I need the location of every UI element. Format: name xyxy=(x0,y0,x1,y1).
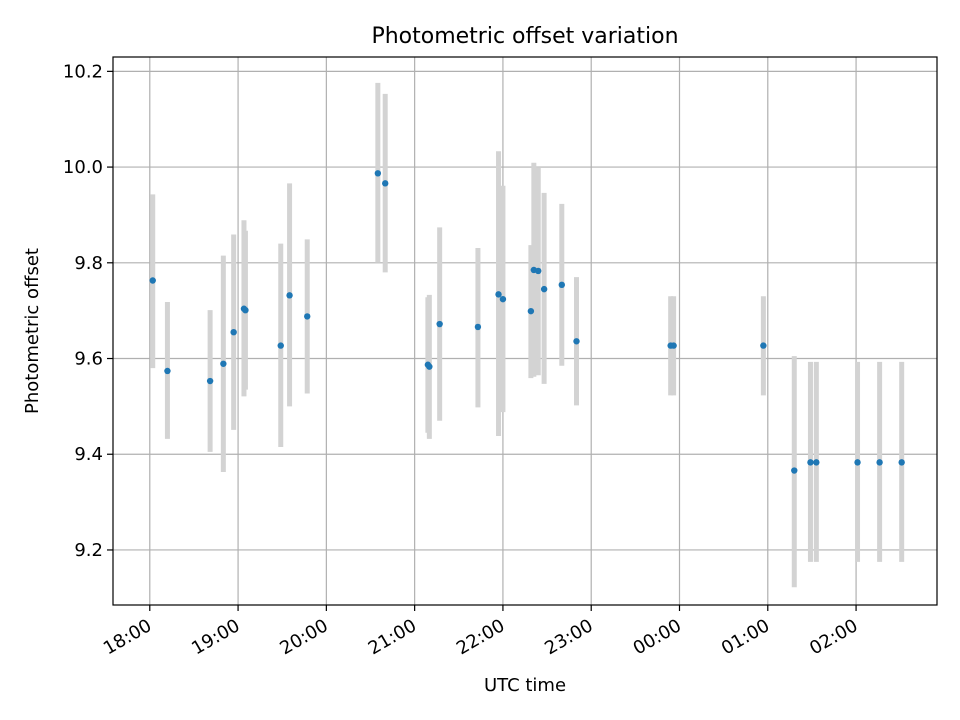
data-point xyxy=(540,285,548,293)
data-point xyxy=(220,360,227,367)
data-point xyxy=(573,338,580,345)
data-point xyxy=(206,377,214,385)
data-point xyxy=(535,267,542,275)
x-tick-label: 00:00 xyxy=(630,615,685,659)
data-point xyxy=(436,320,443,328)
plot-frame xyxy=(112,56,938,606)
data-point xyxy=(426,363,433,370)
y-tick-label: 9.4 xyxy=(74,444,103,465)
tick-layer: 18:00 19:00 20:00 21:00 22:00 23:00 00:00 01:00… xyxy=(63,61,862,659)
data-point xyxy=(242,306,249,314)
y-tick-label: 9.2 xyxy=(74,540,103,561)
data-point xyxy=(791,467,798,474)
y-tick-label: 10.2 xyxy=(63,61,103,82)
data-point xyxy=(495,291,502,298)
x-tick-label: 22:00 xyxy=(453,615,508,659)
data-point xyxy=(760,342,767,349)
data-point xyxy=(499,295,507,303)
x-tick-label: 20:00 xyxy=(276,615,331,659)
x-tick-label: 01:00 xyxy=(718,615,773,659)
x-tick-label: 21:00 xyxy=(365,615,420,659)
chart-title: Photometric offset variation xyxy=(371,24,678,49)
data-point xyxy=(286,292,293,299)
data-point xyxy=(474,323,482,331)
data-point xyxy=(304,313,311,320)
x-tick-label: 18:00 xyxy=(100,615,155,659)
data-point xyxy=(807,459,814,466)
data-point xyxy=(164,367,171,375)
data-point xyxy=(527,307,535,315)
data-point xyxy=(374,170,382,177)
x-axis-label: UTC time xyxy=(484,675,566,696)
data-point xyxy=(149,277,156,284)
data-point xyxy=(382,180,389,187)
x-tick-label: 19:00 xyxy=(188,615,243,659)
data-point xyxy=(876,459,883,466)
data-point xyxy=(898,459,905,466)
y-axis-label: Photometric offset xyxy=(22,248,43,414)
data-point xyxy=(558,281,565,289)
x-tick-label: 02:00 xyxy=(806,615,861,659)
data-point xyxy=(230,328,237,336)
data-point xyxy=(277,342,284,349)
data-point xyxy=(813,459,820,466)
x-tick-label: 23:00 xyxy=(541,615,596,659)
y-tick-label: 9.8 xyxy=(74,253,103,274)
point-layer xyxy=(149,170,905,474)
y-tick-label: 10.0 xyxy=(63,157,103,178)
errorbar-layer xyxy=(150,82,905,588)
y-tick-label: 9.6 xyxy=(74,349,103,370)
data-point xyxy=(670,342,677,349)
data-point xyxy=(854,459,861,466)
